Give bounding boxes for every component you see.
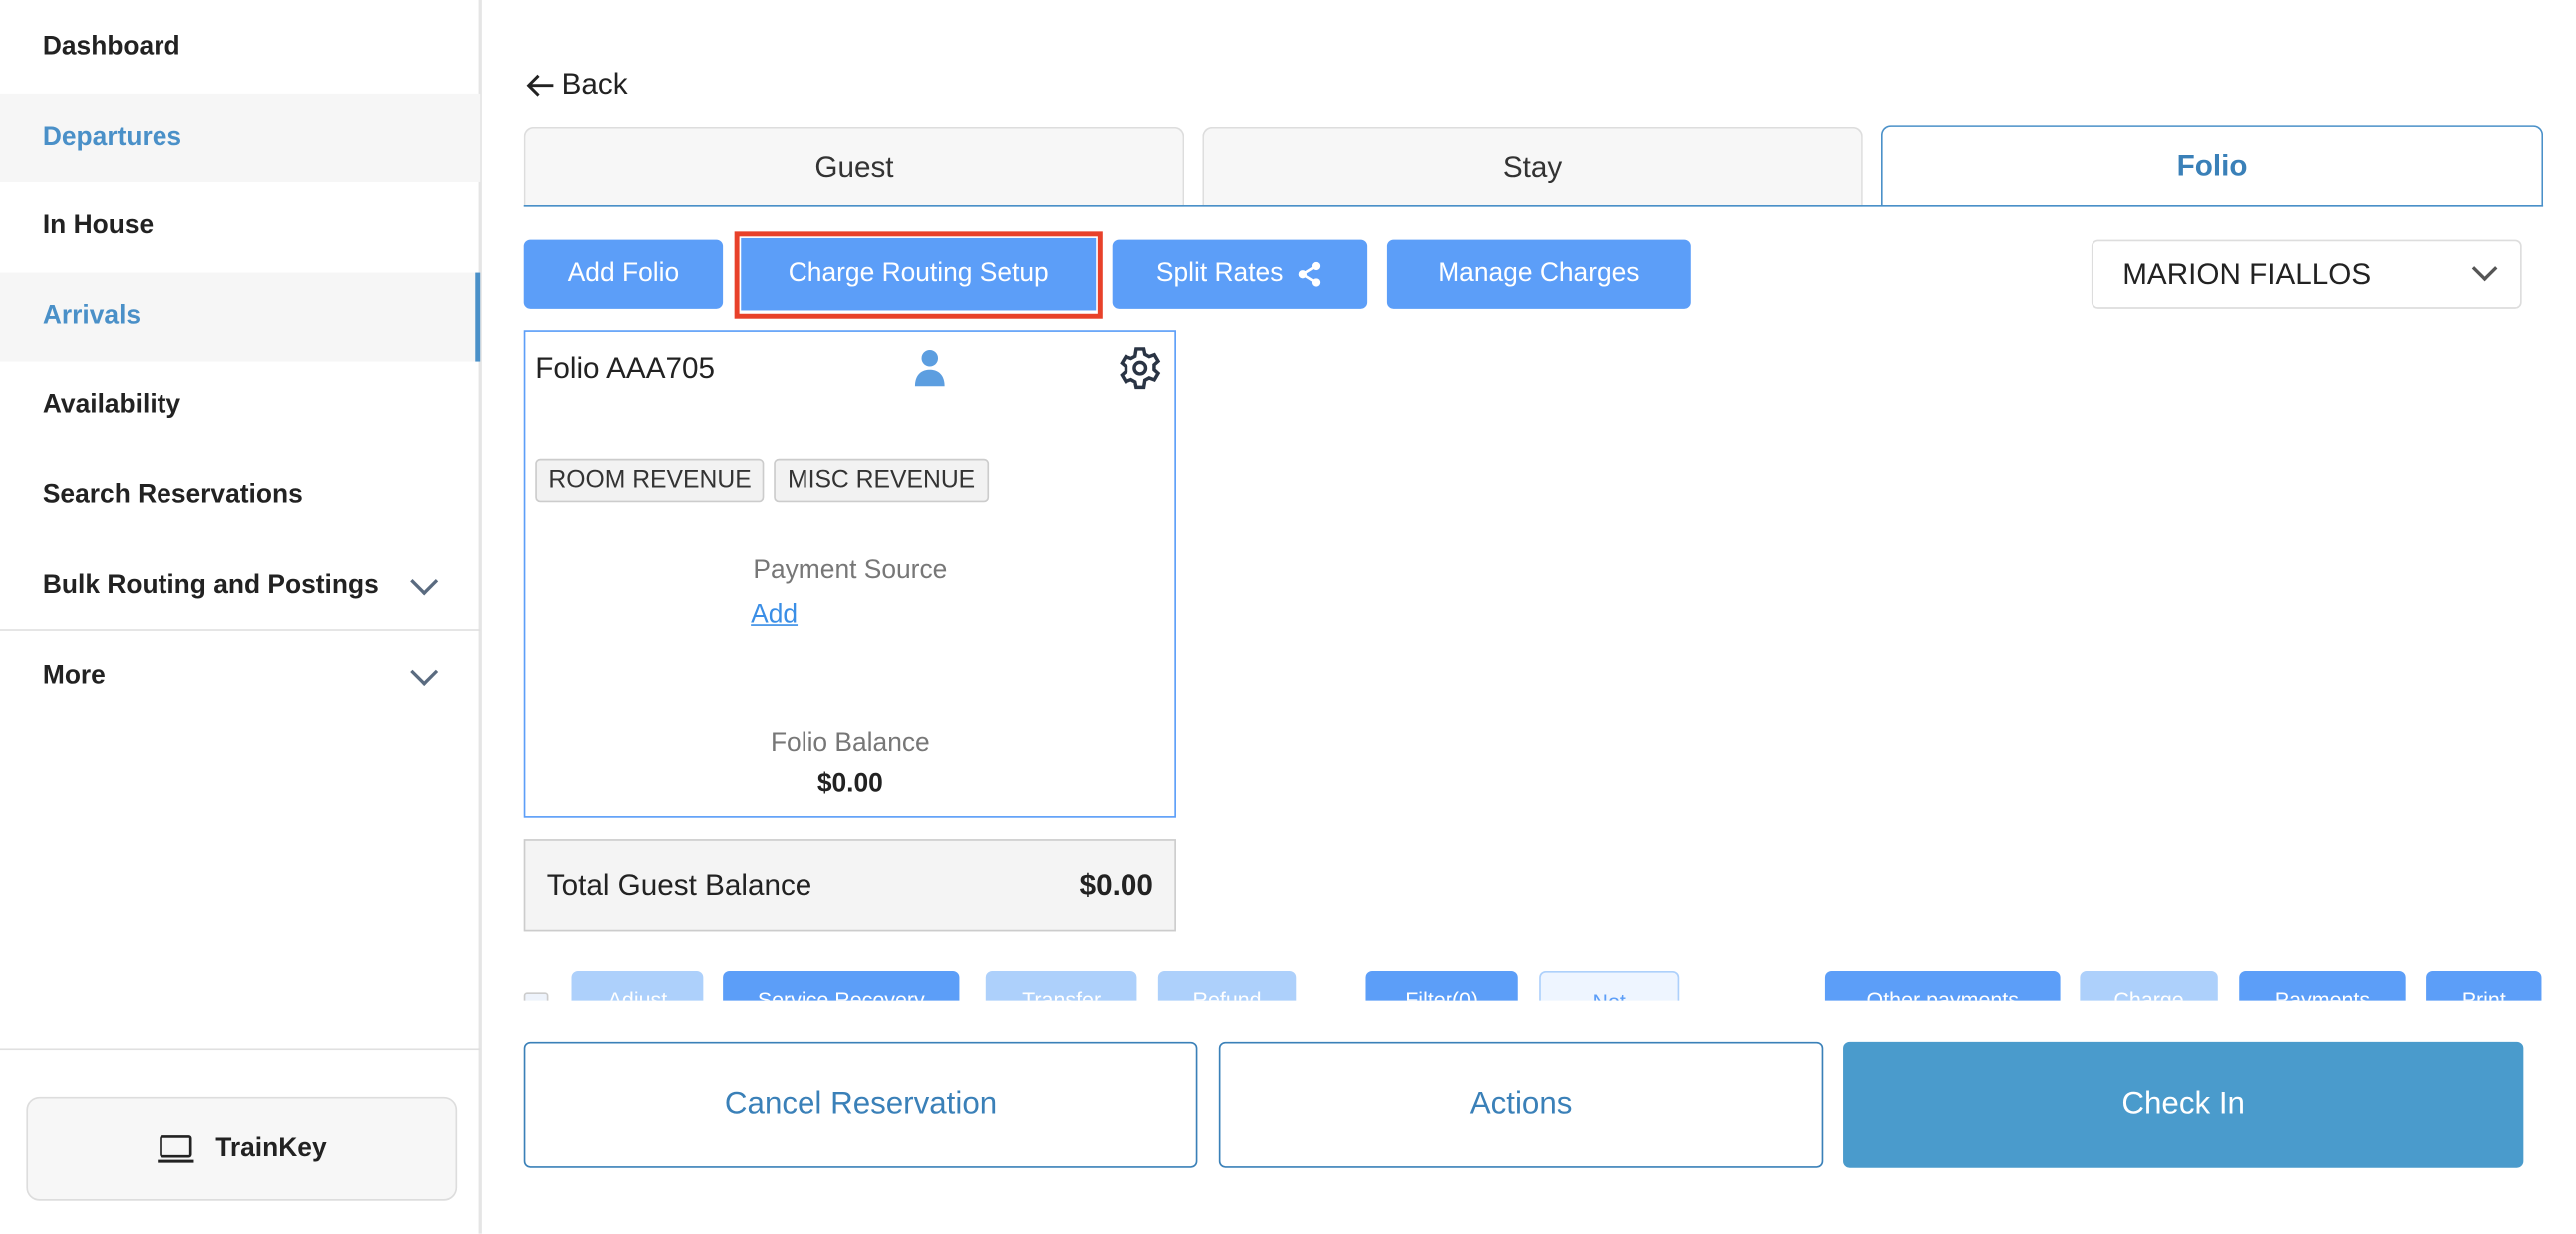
- label: Split Rates: [1155, 259, 1284, 288]
- label: Service Recovery: [757, 987, 925, 1001]
- tab-guest[interactable]: Guest: [523, 126, 1185, 207]
- label: Not: [1593, 989, 1626, 1001]
- tab-label: Guest: [814, 150, 894, 183]
- label: Manage Charges: [1438, 259, 1640, 288]
- tag-misc-revenue: MISC REVENUE: [774, 458, 989, 503]
- not-toggle-button[interactable]: Not: [1539, 970, 1680, 1001]
- folio-card[interactable]: Folio AAA705 ROOM REVENUE MISC REVENUE Pa…: [523, 330, 1176, 818]
- print-button[interactable]: Print: [2426, 970, 2542, 1001]
- label: Payments: [2274, 987, 2371, 1001]
- sidebar: Dashboard Departures In House Arrivals A…: [0, 0, 482, 1234]
- tab-label: Stay: [1502, 150, 1563, 183]
- label: Adjust: [607, 987, 668, 1001]
- total-label: Total Guest Balance: [546, 867, 812, 901]
- laptop-icon: [158, 1134, 194, 1162]
- revenue-tags: ROOM REVENUE MISC REVENUE: [535, 458, 998, 503]
- label: Print: [2461, 987, 2506, 1001]
- label: Charge: [2113, 987, 2184, 1001]
- sidebar-item-arrivals[interactable]: Arrivals: [0, 272, 481, 362]
- label: Add Folio: [567, 259, 680, 288]
- other-payments-button[interactable]: Other payments: [1824, 970, 2061, 1001]
- folio-balance-label: Folio Balance: [770, 729, 930, 758]
- label: Arrivals: [42, 302, 142, 331]
- transactions-toolbar: Adjust Service Recovery Transfer Refund …: [523, 970, 2542, 1001]
- sidebar-item-search-reservations[interactable]: Search Reservations: [0, 452, 480, 540]
- sidebar-item-dashboard[interactable]: Dashboard: [0, 3, 480, 92]
- label: Charge Routing Setup: [788, 259, 1049, 288]
- label: Dashboard: [42, 32, 180, 61]
- label: Check In: [2121, 1086, 2245, 1121]
- user-icon: [914, 350, 945, 387]
- sidebar-item-departures[interactable]: Departures: [0, 93, 481, 182]
- label: Bulk Routing and Postings: [42, 571, 379, 600]
- split-rates-button[interactable]: Split Rates: [1112, 239, 1368, 309]
- total-guest-balance: Total Guest Balance $0.00: [523, 839, 1176, 932]
- label: Cancel Reservation: [724, 1086, 998, 1121]
- selected-value: MARION FIALLOS: [2122, 256, 2372, 290]
- label: Other payments: [1866, 987, 2019, 1001]
- service-recovery-button[interactable]: Service Recovery: [723, 970, 960, 1001]
- tag-room-revenue: ROOM REVENUE: [535, 458, 765, 503]
- label: Transfer: [1022, 987, 1102, 1001]
- share-icon: [1299, 261, 1321, 287]
- label: Availability: [42, 391, 181, 420]
- manage-charges-button[interactable]: Manage Charges: [1386, 239, 1691, 309]
- back-label: Back: [561, 67, 628, 101]
- actions-button[interactable]: Actions: [1218, 1041, 1824, 1168]
- label: In House: [42, 211, 155, 240]
- highlight-box: [734, 231, 1103, 319]
- transfer-button[interactable]: Transfer: [985, 970, 1137, 1001]
- add-payment-source-link[interactable]: Add: [751, 601, 799, 630]
- tab-label: Folio: [2176, 149, 2248, 182]
- folio-balance-value: $0.00: [816, 770, 883, 798]
- cancel-reservation-button[interactable]: Cancel Reservation: [523, 1041, 1198, 1168]
- select-all-checkbox[interactable]: [523, 992, 549, 1001]
- payment-source-label: Payment Source: [753, 556, 948, 585]
- gear-icon[interactable]: [1118, 345, 1163, 391]
- sidebar-item-bulk-routing[interactable]: Bulk Routing and Postings: [0, 542, 480, 631]
- sidebar-item-more[interactable]: More: [0, 632, 480, 721]
- label: Search Reservations: [42, 480, 303, 509]
- add-folio-button[interactable]: Add Folio: [523, 239, 724, 309]
- charge-routing-setup-button[interactable]: Charge Routing Setup: [741, 237, 1097, 311]
- filter-button[interactable]: Filter(0): [1365, 970, 1518, 1001]
- guest-select[interactable]: MARION FIALLOS: [2091, 239, 2522, 309]
- total-value: $0.00: [1079, 867, 1153, 901]
- sidebar-item-in-house[interactable]: In House: [0, 182, 480, 271]
- sidebar-item-availability[interactable]: Availability: [0, 362, 480, 451]
- adjust-button[interactable]: Adjust: [571, 970, 704, 1001]
- trainkey-button[interactable]: TrainKey: [26, 1096, 458, 1201]
- divider: [0, 1048, 481, 1051]
- back-link[interactable]: Back: [525, 67, 628, 103]
- label: Departures: [42, 123, 182, 152]
- tab-underline: [523, 205, 2544, 207]
- tab-stay[interactable]: Stay: [1202, 126, 1863, 207]
- tab-folio[interactable]: Folio: [1880, 125, 2544, 207]
- divider: [0, 629, 481, 631]
- check-in-button[interactable]: Check In: [1843, 1041, 2524, 1168]
- label: Actions: [1469, 1086, 1573, 1121]
- label: Filter(0): [1405, 987, 1479, 1001]
- folio-title: Folio AAA705: [535, 351, 716, 385]
- trainkey-label: TrainKey: [215, 1133, 327, 1162]
- label: Refund: [1192, 987, 1262, 1001]
- payments-button[interactable]: Payments: [2239, 970, 2406, 1001]
- label: More: [42, 662, 106, 691]
- arrow-left-icon: [526, 73, 554, 96]
- refund-button[interactable]: Refund: [1157, 970, 1297, 1001]
- charge-button[interactable]: Charge: [2080, 970, 2218, 1001]
